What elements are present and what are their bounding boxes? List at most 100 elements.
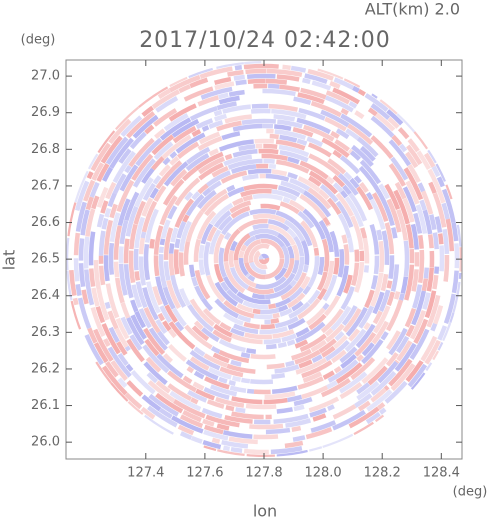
radar-cell <box>318 338 337 354</box>
radar-cell <box>259 326 288 335</box>
radar-cell <box>199 66 233 79</box>
y-tick-label: 26.9 <box>31 105 60 120</box>
radar-cell <box>299 193 327 220</box>
radar-cell <box>295 321 326 344</box>
radar-cell <box>138 308 152 329</box>
radar-cell <box>308 175 322 187</box>
radar-cell <box>218 376 228 384</box>
radar-cell <box>336 265 349 297</box>
radar-cell <box>310 100 342 118</box>
radar-cell <box>89 268 96 287</box>
radar-cell <box>293 404 305 412</box>
radar-cell <box>160 219 171 239</box>
radar-cell <box>204 376 230 390</box>
radar-cell <box>90 142 111 172</box>
radar-cell <box>221 131 241 141</box>
radar-cell <box>296 117 331 135</box>
x-tick-label: 128.2 <box>364 466 401 481</box>
radar-cell <box>250 108 271 114</box>
radar-cell <box>265 258 285 280</box>
radar-cell <box>229 385 247 394</box>
radar-cell <box>419 199 427 211</box>
radar-cell <box>195 388 215 401</box>
radar-cell <box>404 264 415 301</box>
radar-cell <box>398 293 405 301</box>
radar-cell <box>185 193 205 217</box>
radar-cell <box>86 171 94 180</box>
radar-cell <box>380 331 389 341</box>
y-tick-label: 26.8 <box>31 142 60 157</box>
radar-cell <box>146 372 159 384</box>
radar-cell <box>112 173 127 195</box>
radar-cell <box>211 165 229 178</box>
radar-cell <box>308 153 341 177</box>
radar-cell <box>253 434 279 440</box>
radar-cell <box>105 361 119 378</box>
radar-cell <box>405 223 414 249</box>
radar-cell <box>205 414 240 428</box>
radar-cell <box>285 418 312 428</box>
radar-cell <box>198 156 226 175</box>
radar-cell <box>214 298 240 319</box>
radar-cell <box>400 276 409 294</box>
radar-cell <box>132 114 159 139</box>
radar-cell <box>252 308 261 315</box>
radar-cell <box>442 228 450 254</box>
radar-cell <box>125 363 134 372</box>
radar-cell <box>399 143 408 153</box>
radar-cell <box>300 220 318 248</box>
radar-cell <box>189 349 221 371</box>
radar-cell <box>292 435 306 442</box>
radar-cell <box>302 371 323 383</box>
radar-cell <box>143 306 161 334</box>
radar-cell <box>130 369 156 395</box>
radar-cell <box>321 137 350 158</box>
radar-cell <box>366 191 374 201</box>
radar-cell <box>157 312 166 322</box>
radar-cell <box>288 286 304 302</box>
radar-cell <box>212 329 232 343</box>
radar-cell <box>383 385 390 391</box>
radar-cell <box>84 269 95 306</box>
radar-cell <box>157 88 172 99</box>
radar-cell <box>370 275 379 290</box>
radar-cell <box>302 264 309 273</box>
radar-cell <box>388 163 406 187</box>
radar-cell <box>274 124 292 131</box>
radar-cell <box>164 304 178 324</box>
radar-cell <box>324 327 334 337</box>
radar-cell <box>220 281 230 292</box>
radar-cell <box>230 333 263 345</box>
radar-cell <box>168 103 197 122</box>
radar-cell <box>113 104 140 131</box>
radar-cell <box>191 325 210 342</box>
radar-cell <box>117 352 129 366</box>
radar-cell <box>344 328 367 353</box>
radar-cell <box>273 272 296 293</box>
radar-cell <box>302 285 312 296</box>
x-tick-label: 128.4 <box>423 466 460 481</box>
radar-cell <box>283 258 295 279</box>
radar-cell <box>73 232 81 256</box>
radar-cell <box>225 405 235 412</box>
radar-cell <box>304 73 328 84</box>
radar-cell <box>177 424 195 436</box>
radar-cell <box>335 362 363 384</box>
radar-cell <box>357 400 371 412</box>
radar-cell <box>223 299 255 319</box>
radar-cell <box>174 321 185 332</box>
radar-cell <box>107 192 117 208</box>
radar-cell <box>443 254 450 282</box>
radar-cell <box>197 183 209 195</box>
radar-cell <box>116 341 128 356</box>
radar-cell <box>208 148 219 157</box>
radar-cell <box>208 229 222 255</box>
radar-cell <box>333 257 340 275</box>
radar-cell <box>179 288 191 307</box>
radar-cell <box>275 210 296 224</box>
radar-cell <box>218 338 246 353</box>
radar-cell <box>243 61 262 65</box>
radar-cell <box>322 274 338 302</box>
radar-cell <box>144 208 159 243</box>
radar-cell <box>198 162 224 181</box>
